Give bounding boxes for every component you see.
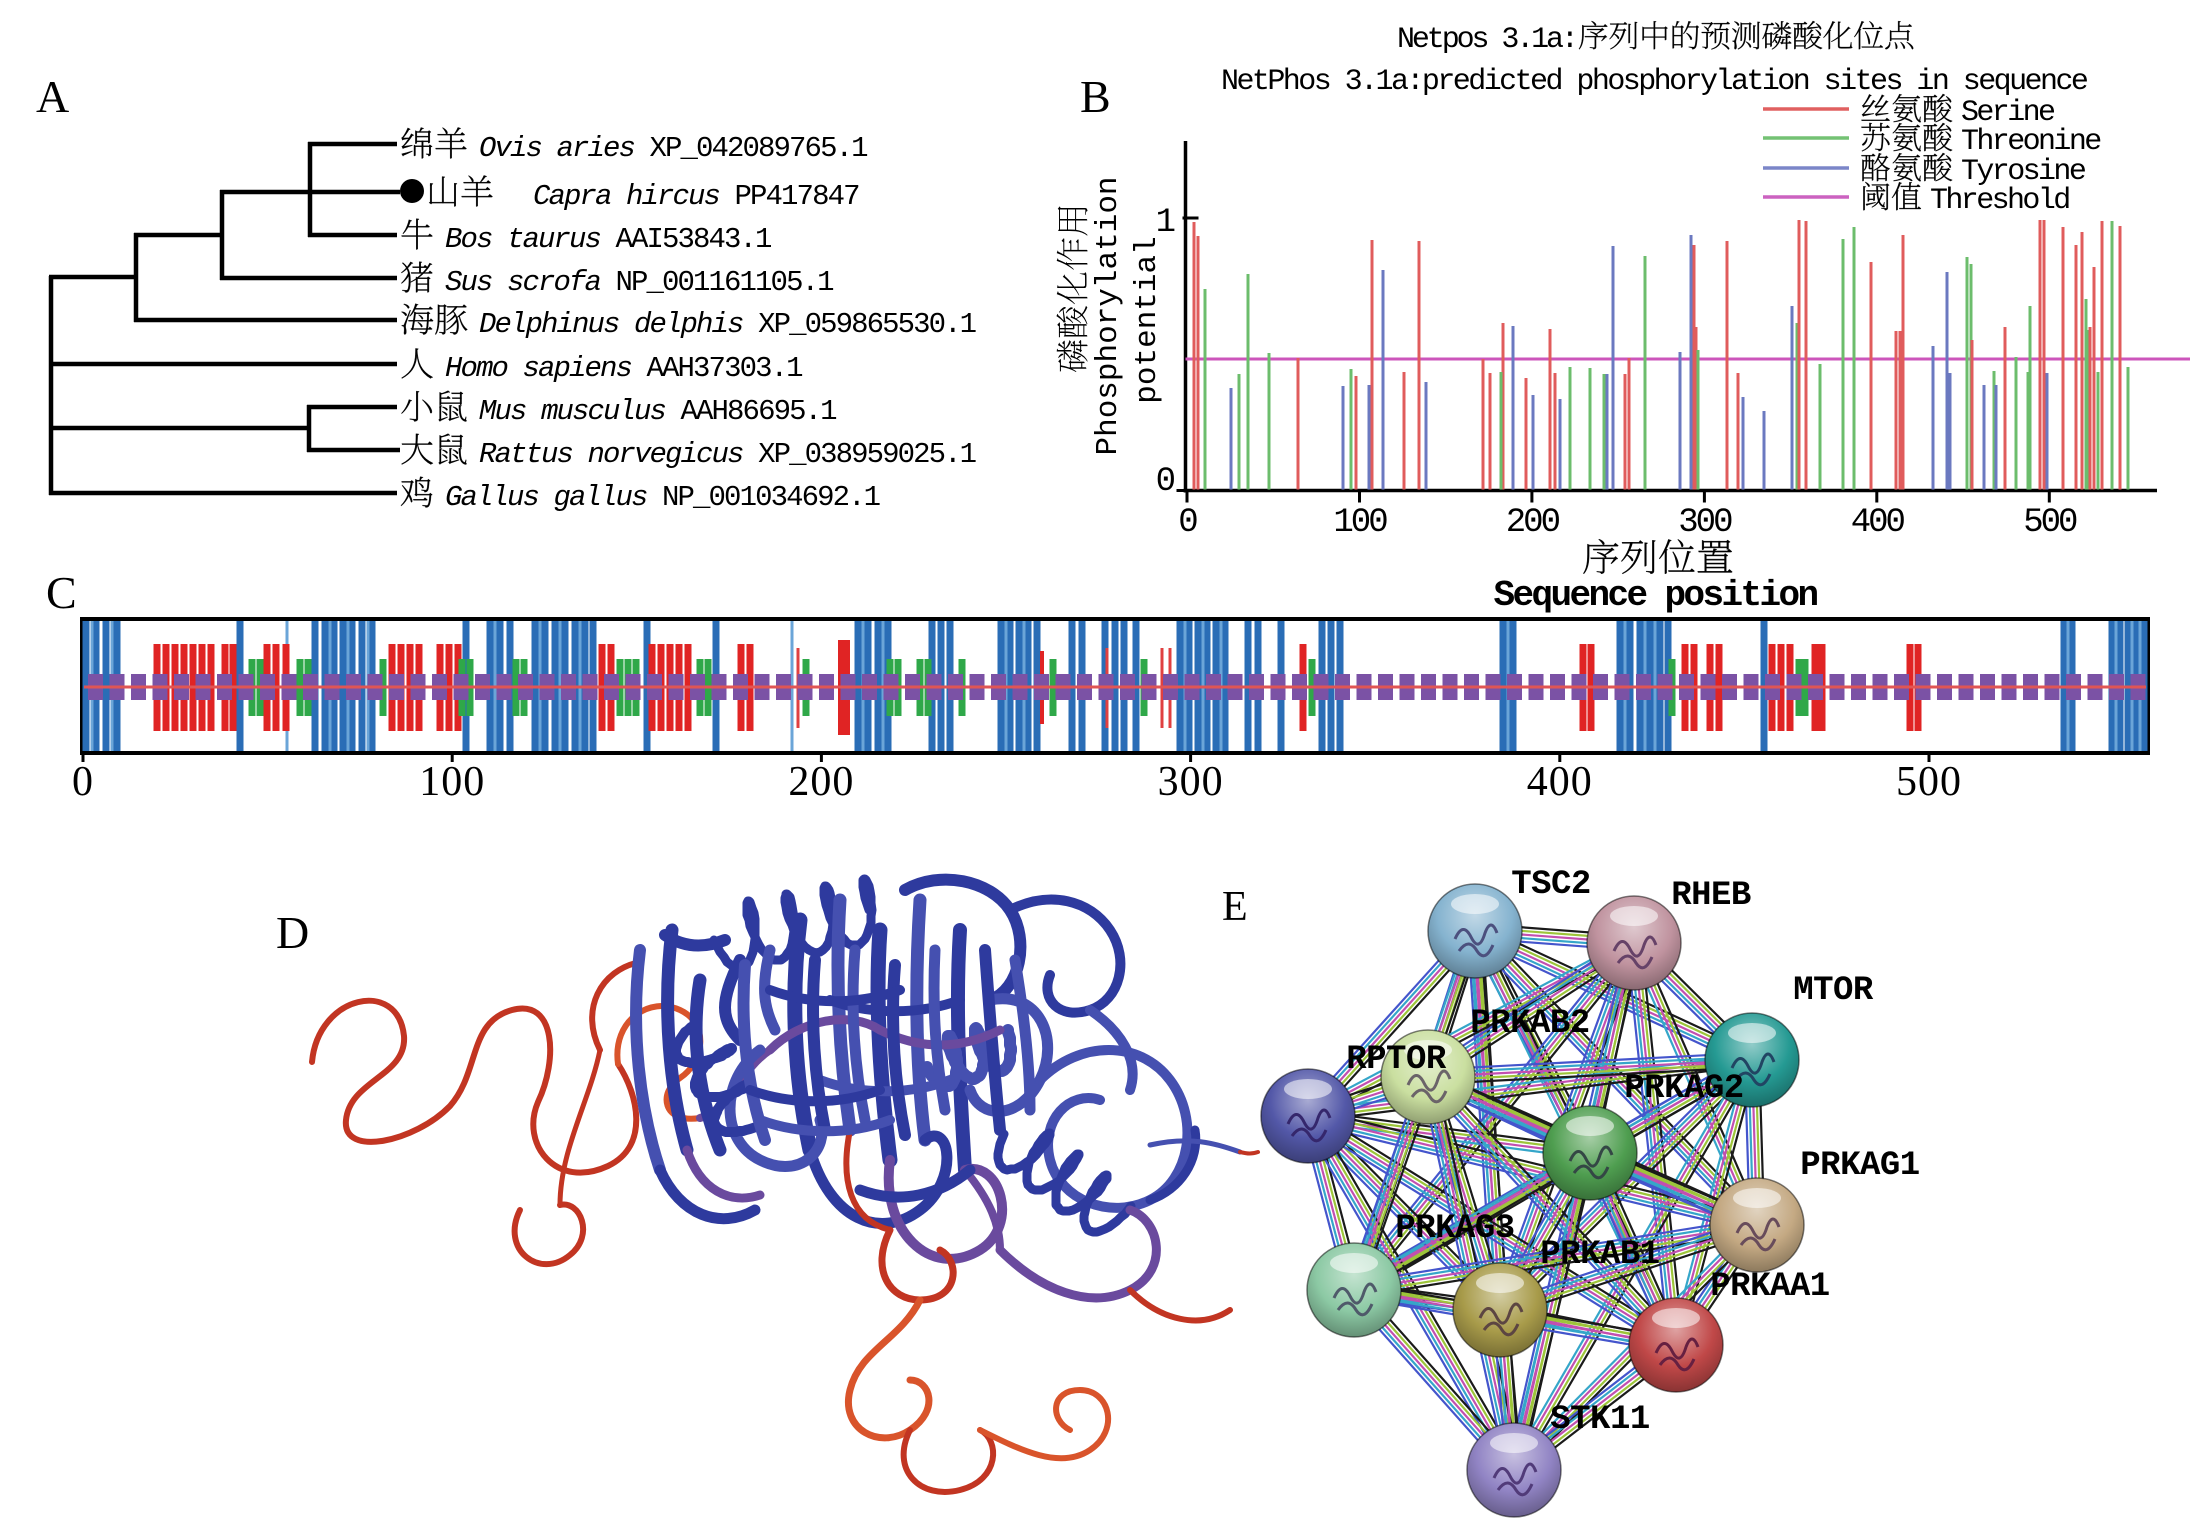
svg-text:100: 100 — [1333, 504, 1387, 542]
svg-text:TSC2: TSC2 — [1511, 866, 1591, 904]
svg-text:Netpos 3.1a:: Netpos 3.1a: — [1397, 23, 1576, 57]
svg-text:STK11: STK11 — [1550, 1401, 1650, 1439]
svg-text:PRKAG3: PRKAG3 — [1395, 1210, 1514, 1248]
svg-text:Capra hircus PP417847: Capra hircus PP417847 — [533, 180, 859, 213]
svg-text:200: 200 — [1506, 504, 1560, 542]
svg-text:Rattus norvegicus XP_038959025: Rattus norvegicus XP_038959025.1 — [479, 438, 976, 471]
svg-text:Sus scrofa NP_001161105.1: Sus scrofa NP_001161105.1 — [445, 266, 833, 299]
svg-text:500: 500 — [2023, 504, 2077, 542]
svg-text:300: 300 — [1678, 504, 1732, 542]
svg-text:0: 0 — [1156, 463, 1176, 501]
svg-text:100: 100 — [419, 759, 485, 805]
svg-text:400: 400 — [1527, 759, 1593, 805]
svg-text:Gallus gallus NP_001034692.1: Gallus gallus NP_001034692.1 — [445, 481, 880, 514]
svg-text:E: E — [1222, 884, 1248, 930]
svg-text:300: 300 — [1158, 759, 1224, 805]
svg-text:PRKAB2: PRKAB2 — [1470, 1005, 1589, 1043]
svg-text:Sequence position: Sequence position — [1493, 575, 1817, 616]
svg-text:RPTOR: RPTOR — [1346, 1041, 1447, 1079]
svg-text:Threonine: Threonine — [1961, 125, 2101, 159]
svg-text:PRKAB1: PRKAB1 — [1540, 1236, 1659, 1274]
svg-text:RHEB: RHEB — [1671, 877, 1751, 915]
svg-text:Ovis aries XP_042089765.1: Ovis aries XP_042089765.1 — [479, 132, 867, 165]
svg-text:A: A — [36, 71, 69, 122]
svg-text:NetPhos 3.1a:predicted phospho: NetPhos 3.1a:predicted phosphorylation s… — [1221, 65, 2088, 99]
svg-text:Delphinus delphis XP_059865530: Delphinus delphis XP_059865530.1 — [479, 308, 976, 341]
svg-text:Threshold: Threshold — [1930, 184, 2069, 218]
svg-text:400: 400 — [1851, 504, 1905, 542]
svg-text:1: 1 — [1156, 204, 1176, 242]
svg-text:Mus musculus AAH86695.1: Mus musculus AAH86695.1 — [479, 395, 836, 428]
svg-text:Serine: Serine — [1961, 96, 2055, 130]
svg-text:Phosphorylation: Phosphorylation — [1091, 176, 1126, 455]
svg-text:PRKAG1: PRKAG1 — [1800, 1147, 1919, 1185]
svg-text:Tyrosine: Tyrosine — [1961, 155, 2086, 189]
svg-text:PRKAA1: PRKAA1 — [1710, 1268, 1829, 1306]
svg-text:0: 0 — [72, 759, 94, 805]
svg-text:D: D — [276, 907, 309, 958]
svg-text:potential: potential — [1130, 236, 1165, 403]
svg-text:Homo sapiens AAH37303.1: Homo sapiens AAH37303.1 — [445, 352, 802, 385]
svg-text:Bos taurus AAI53843.1: Bos taurus AAI53843.1 — [445, 223, 771, 256]
svg-text:200: 200 — [788, 759, 854, 805]
svg-text:PRKAG2: PRKAG2 — [1624, 1070, 1743, 1108]
svg-text:B: B — [1080, 71, 1111, 122]
svg-text:MTOR: MTOR — [1793, 972, 1874, 1010]
svg-text:C: C — [46, 567, 77, 618]
svg-text:0: 0 — [1178, 504, 1197, 542]
svg-text:500: 500 — [1896, 759, 1962, 805]
